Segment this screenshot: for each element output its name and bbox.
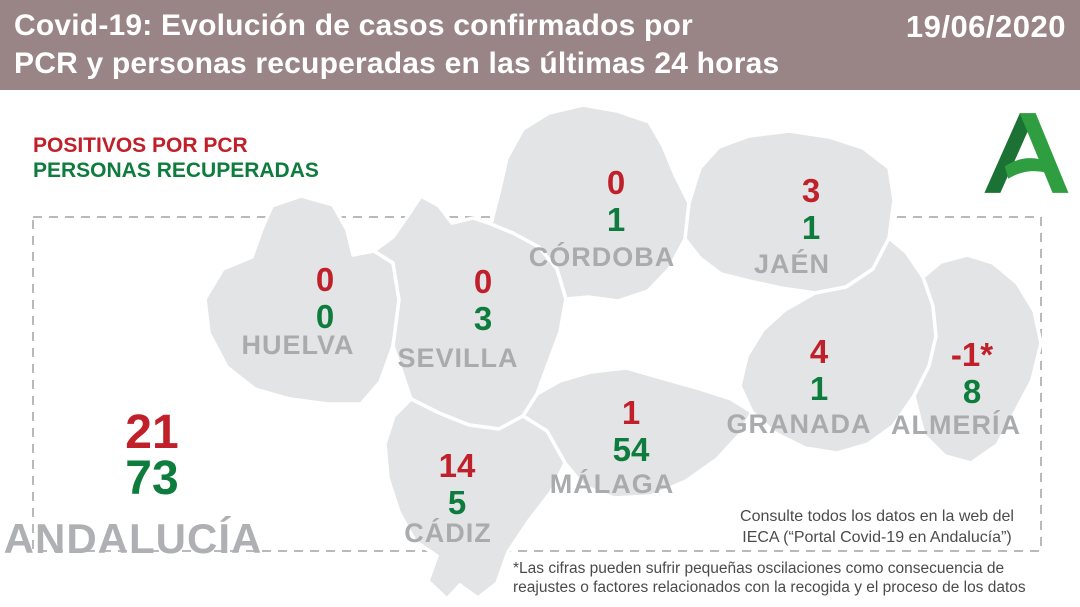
title-line-1: Covid-19: Evolución de casos confirmados… — [14, 9, 693, 42]
sevilla-figures: 0 3 — [474, 263, 492, 337]
malaga-figures: 1 54 — [613, 394, 650, 468]
andalucia-total-recovered: 73 — [125, 452, 179, 505]
jaen-label: JAÉN — [753, 249, 831, 279]
data-source-note: Consulte todos los datos en la web del I… — [740, 506, 1014, 548]
title-line-2: PCR y personas recuperadas en las última… — [14, 47, 780, 80]
granada-recovered: 1 — [809, 370, 829, 407]
report-date: 19/06/2020 — [905, 9, 1066, 44]
province-shape-almeria — [912, 253, 1043, 465]
cordoba-figures: 0 1 — [607, 164, 625, 238]
cadiz-positives: 14 — [438, 447, 476, 484]
cordoba-positives: 0 — [606, 164, 626, 201]
huelva-figures: 0 0 — [316, 261, 334, 335]
malaga-positives: 1 — [621, 394, 641, 431]
province-shape-granada — [738, 236, 938, 455]
province-shape-cadiz — [383, 397, 567, 601]
andalucia-label: ANDALUCÍA — [3, 515, 263, 562]
huelva-label: HUELVA — [241, 330, 355, 360]
granada-figures: 4 1 — [810, 333, 828, 407]
footnote-line-2: reajustes o factores relacionados con la… — [513, 579, 1026, 596]
legend: POSITIVOS POR PCR PERSONAS RECUPERADAS — [33, 133, 319, 183]
jaen-recovered: 1 — [801, 209, 821, 246]
granada-positives: 4 — [809, 333, 829, 370]
huelva-positives: 0 — [315, 261, 335, 298]
junta-de-andalucia-logo-icon — [980, 112, 1072, 201]
header-bar: Covid-19: Evolución de casos confirmados… — [0, 0, 1080, 90]
almeria-recovered: 8 — [962, 373, 982, 410]
data-source-note-line-2: IECA (“Portal Covid-19 en Andalucía”) — [742, 529, 1012, 546]
cadiz-recovered: 5 — [447, 484, 467, 521]
page-title: Covid-19: Evolución de casos confirmados… — [14, 7, 1066, 83]
huelva-recovered: 0 — [315, 298, 335, 335]
cordoba-recovered: 1 — [606, 201, 626, 238]
malaga-label: MÁLAGA — [549, 469, 675, 499]
province-shape-huelva — [203, 194, 401, 406]
cordoba-label: CÓRDOBA — [528, 242, 676, 272]
almeria-figures: -1* 8 — [951, 336, 993, 410]
malaga-recovered: 54 — [612, 431, 650, 468]
footnote: *Las cifras pueden sufrir pequeñas oscil… — [513, 559, 1026, 597]
sevilla-recovered: 3 — [473, 300, 493, 337]
legend-positives-label: POSITIVOS POR PCR — [33, 134, 248, 157]
jaen-positives: 3 — [801, 172, 821, 209]
footnote-line-1: *Las cifras pueden sufrir pequeñas oscil… — [513, 560, 1005, 577]
andalucia-total-figures: 21 73 — [125, 406, 179, 505]
sevilla-label: SEVILLA — [397, 343, 519, 373]
sevilla-positives: 0 — [473, 263, 493, 300]
almeria-label: ALMERÍA — [891, 410, 1021, 440]
almeria-positives: -1* — [950, 336, 994, 373]
province-shape-sevilla — [372, 194, 568, 431]
andalucia-total-positives: 21 — [125, 406, 179, 459]
cadiz-label: CÁDIZ — [404, 518, 492, 548]
legend-recovered-label: PERSONAS RECUPERADAS — [33, 159, 319, 182]
granada-label: GRANADA — [726, 409, 872, 439]
data-source-note-line-1: Consulte todos los datos en la web del — [740, 508, 1014, 525]
jaen-figures: 3 1 — [802, 172, 820, 246]
cadiz-figures: 14 5 — [439, 447, 476, 521]
